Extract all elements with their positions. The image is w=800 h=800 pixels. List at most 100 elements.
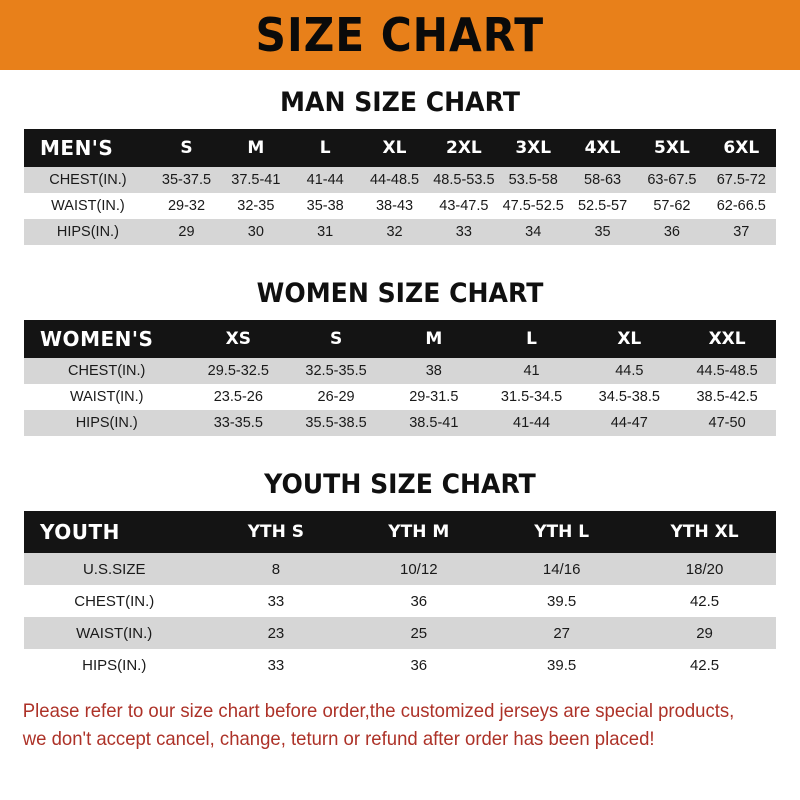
man-size-header-l: L <box>290 129 360 167</box>
youth-table-wrap: YOUTH YTH S YTH M YTH L YTH XL U.S.SIZE 8 10/12… <box>0 511 800 681</box>
man-size-header-6xl: 6XL <box>706 129 776 167</box>
measurement-cell: 18/20 <box>633 553 776 585</box>
measurement-cell: 31.5-34.5 <box>482 384 581 410</box>
man-table-wrap: MEN'S S M L XL 2XL 3XL 4XL 5XL 6XL CHEST(IN.) 35-37… <box>0 129 800 245</box>
man-row-label: CHEST(IN.) <box>24 167 152 193</box>
youth-header-label: YOUTH <box>24 511 205 553</box>
man-size-table: MEN'S S M L XL 2XL 3XL 4XL 5XL 6XL CHEST(IN.) 35-37… <box>24 129 776 245</box>
measurement-cell: 10/12 <box>347 553 491 585</box>
women-header-row: WOMEN'S XS S M L XL XXL <box>24 320 776 358</box>
youth-header-row: YOUTH YTH S YTH M YTH L YTH XL <box>24 511 776 553</box>
measurement-cell: 25 <box>347 617 491 649</box>
women-row-label: WAIST(IN.) <box>24 384 190 410</box>
man-size-header-3xl: 3XL <box>498 129 568 167</box>
measurement-cell: 67.5-72 <box>706 167 776 193</box>
table-row: WAIST(IN.) 23 25 27 29 <box>24 617 776 649</box>
measurement-cell: 35 <box>567 219 638 245</box>
youth-row-label: CHEST(IN.) <box>24 585 205 617</box>
measurement-cell: 29 <box>151 219 222 245</box>
measurement-cell: 8 <box>204 553 348 585</box>
women-size-header-xxl: XXL <box>678 320 776 358</box>
measurement-cell: 14/16 <box>490 553 634 585</box>
page-banner: SIZE CHART <box>0 0 800 70</box>
measurement-cell: 53.5-58 <box>498 167 568 193</box>
man-size-header-m: M <box>221 129 291 167</box>
measurement-cell: 52.5-57 <box>567 193 638 219</box>
youth-row-label: WAIST(IN.) <box>24 617 205 649</box>
youth-size-header-yth-m: YTH M <box>347 511 491 553</box>
youth-size-header-yth-xl: YTH XL <box>633 511 776 553</box>
measurement-cell: 27 <box>490 617 634 649</box>
youth-size-header-yth-l: YTH L <box>490 511 634 553</box>
man-size-header-5xl: 5XL <box>637 129 707 167</box>
page-title: SIZE CHART <box>255 8 545 62</box>
measurement-cell: 47.5-52.5 <box>498 193 568 219</box>
women-size-header-l: L <box>482 320 581 358</box>
women-size-header-m: M <box>384 320 483 358</box>
measurement-cell: 39.5 <box>490 649 634 681</box>
measurement-cell: 41 <box>482 358 581 384</box>
women-spacer <box>0 436 800 449</box>
measurement-cell: 42.5 <box>633 585 776 617</box>
table-row: WAIST(IN.) 29-32 32-35 35-38 38-43 43-47.5 47.… <box>24 193 776 219</box>
measurement-cell: 44-47 <box>580 410 679 436</box>
measurement-cell: 26-29 <box>287 384 385 410</box>
measurement-cell: 33-35.5 <box>189 410 288 436</box>
man-size-header-s: S <box>151 129 222 167</box>
women-table-wrap: WOMEN'S XS S M L XL XXL CHEST(IN.) 29.5-32.5 32.5… <box>0 320 800 436</box>
measurement-cell: 29-32 <box>151 193 222 219</box>
measurement-cell: 38-43 <box>359 193 430 219</box>
measurement-cell: 33 <box>429 219 499 245</box>
measurement-cell: 31 <box>290 219 360 245</box>
measurement-cell: 35-37.5 <box>151 167 222 193</box>
measurement-cell: 29.5-32.5 <box>189 358 288 384</box>
women-size-header-xs: XS <box>189 320 288 358</box>
women-size-table: WOMEN'S XS S M L XL XXL CHEST(IN.) 29.5-32.5 32.5… <box>24 320 776 436</box>
measurement-cell: 38 <box>384 358 483 384</box>
measurement-cell: 36 <box>347 649 491 681</box>
youth-size-header-yth-s: YTH S <box>204 511 348 553</box>
measurement-cell: 38.5-41 <box>384 410 483 436</box>
measurement-cell: 36 <box>347 585 491 617</box>
women-size-header-s: S <box>287 320 385 358</box>
measurement-cell: 33 <box>204 585 348 617</box>
man-header-label: MEN'S <box>24 129 152 167</box>
measurement-cell: 30 <box>221 219 291 245</box>
man-row-label: HIPS(IN.) <box>24 219 152 245</box>
man-spacer <box>0 245 800 259</box>
measurement-cell: 58-63 <box>567 167 638 193</box>
measurement-cell: 29-31.5 <box>384 384 483 410</box>
table-row: HIPS(IN.) 29 30 31 32 33 34 35 36 37 <box>24 219 776 245</box>
measurement-cell: 32.5-35.5 <box>287 358 385 384</box>
table-row: CHEST(IN.) 35-37.5 37.5-41 41-44 44-48.5 48.5… <box>24 167 776 193</box>
measurement-cell: 29 <box>633 617 776 649</box>
measurement-cell: 47-50 <box>678 410 776 436</box>
youth-section-title: YOUTH SIZE CHART <box>264 469 536 500</box>
man-size-header-xl: XL <box>359 129 430 167</box>
man-header-row: MEN'S S M L XL 2XL 3XL 4XL 5XL 6XL <box>24 129 776 167</box>
order-policy-line-2: we don't accept cancel, change, teturn o… <box>22 728 655 751</box>
measurement-cell: 44.5 <box>580 358 679 384</box>
table-row: WAIST(IN.) 23.5-26 26-29 29-31.5 31.5-34.5 34… <box>24 384 776 410</box>
table-row: HIPS(IN.) 33 36 39.5 42.5 <box>24 649 776 681</box>
measurement-cell: 23 <box>204 617 348 649</box>
measurement-cell: 32 <box>359 219 430 245</box>
table-row: U.S.SIZE 8 10/12 14/16 18/20 <box>24 553 776 585</box>
measurement-cell: 41-44 <box>482 410 581 436</box>
measurement-cell: 43-47.5 <box>429 193 499 219</box>
women-row-label: HIPS(IN.) <box>24 410 190 436</box>
measurement-cell: 44.5-48.5 <box>678 358 776 384</box>
order-policy-line-1: Please refer to our size chart before or… <box>22 700 735 722</box>
measurement-cell: 36 <box>637 219 707 245</box>
measurement-cell: 34 <box>498 219 568 245</box>
measurement-cell: 37 <box>706 219 776 245</box>
measurement-cell: 34.5-38.5 <box>580 384 679 410</box>
man-size-header-2xl: 2XL <box>429 129 499 167</box>
measurement-cell: 33 <box>204 649 348 681</box>
measurement-cell: 37.5-41 <box>221 167 291 193</box>
measurement-cell: 63-67.5 <box>637 167 707 193</box>
table-row: HIPS(IN.) 33-35.5 35.5-38.5 38.5-41 41-44 44-… <box>24 410 776 436</box>
order-policy-note: Please refer to our size chart before or… <box>0 697 760 754</box>
youth-row-label: U.S.SIZE <box>24 553 205 585</box>
women-size-header-xl: XL <box>580 320 679 358</box>
